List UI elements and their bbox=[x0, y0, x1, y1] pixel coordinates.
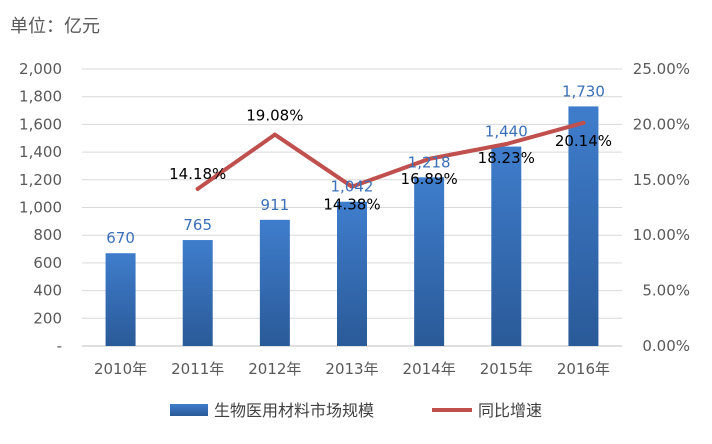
bar bbox=[568, 106, 599, 347]
legend-bar-label: 生物医用材料市场规模 bbox=[214, 401, 374, 420]
line-point bbox=[581, 120, 586, 125]
x-tick-label: 2013年 bbox=[325, 360, 378, 378]
data-labels: 670 765 911 1,042 1,218 1,440 1,730 14.18% 19.08… bbox=[106, 82, 612, 247]
line-point bbox=[350, 184, 354, 189]
line-point bbox=[195, 186, 200, 191]
line-series bbox=[195, 120, 586, 191]
growth-line bbox=[195, 120, 586, 191]
line-value-label: 14.38% bbox=[323, 196, 380, 214]
legend: 生物医用材料市场规模 同比增速 bbox=[170, 401, 542, 420]
bar bbox=[337, 201, 367, 346]
bar bbox=[105, 253, 136, 346]
axes: - 200 400 600 800 1,000 1,200 1,400 1,600 1,800 2,… bbox=[19, 60, 690, 378]
y-left-tick-label: 200 bbox=[33, 309, 62, 327]
line-point bbox=[504, 142, 509, 147]
bar-value-label: 911 bbox=[261, 196, 290, 214]
legend-bar-swatch bbox=[170, 404, 208, 416]
x-tick-label: 2015年 bbox=[480, 360, 533, 378]
y-left-tick-label: 1,600 bbox=[19, 115, 62, 133]
line-value-label: 14.18% bbox=[169, 165, 226, 183]
y-right-tick-label: 25.00% bbox=[633, 60, 690, 78]
x-tick-label: 2014年 bbox=[403, 360, 456, 378]
y-right-tick-label: 15.00% bbox=[633, 171, 690, 189]
y-left-tick-label: 400 bbox=[33, 282, 62, 300]
bar-value-label: 670 bbox=[106, 229, 135, 247]
y-left-tick-label: 1,200 bbox=[19, 171, 62, 189]
unit-label: 单位：亿元 bbox=[10, 16, 100, 37]
bar bbox=[491, 146, 522, 346]
y-left-tick-label: 600 bbox=[33, 254, 62, 272]
x-tick-label: 2010年 bbox=[94, 360, 147, 378]
x-tick-label: 2012年 bbox=[248, 360, 301, 378]
y-left-tick-label: 2,000 bbox=[19, 60, 62, 78]
bar bbox=[259, 219, 290, 346]
x-tick-label: 2011年 bbox=[171, 360, 224, 378]
y-left-tick-label: 1,800 bbox=[19, 88, 62, 106]
line-point bbox=[272, 132, 277, 137]
line-value-label: 16.89% bbox=[401, 170, 458, 188]
y-left-tick-label: 1,000 bbox=[19, 199, 62, 217]
bar-value-label: 1,440 bbox=[485, 123, 528, 141]
bar-value-label: 765 bbox=[183, 216, 212, 234]
bar bbox=[414, 177, 445, 346]
line-value-label: 18.23% bbox=[478, 149, 535, 167]
y-left-tick-label: - bbox=[57, 337, 62, 355]
line-value-label: 19.08% bbox=[246, 107, 303, 125]
y-right-tick-label: 10.00% bbox=[633, 226, 690, 244]
y-right-tick-label: 5.00% bbox=[642, 282, 690, 300]
bar-value-label: 1,218 bbox=[408, 153, 451, 171]
y-left-tick-label: 800 bbox=[33, 226, 62, 244]
y-right-tick-label: 20.00% bbox=[633, 115, 690, 133]
bar-series bbox=[105, 106, 599, 347]
bar-value-label: 1,042 bbox=[331, 178, 374, 196]
bar bbox=[182, 240, 213, 346]
bar-value-label: 1,730 bbox=[562, 82, 605, 100]
x-tick-label: 2016年 bbox=[557, 360, 610, 378]
legend-line-label: 同比增速 bbox=[478, 401, 542, 420]
line-value-label: 20.14% bbox=[555, 132, 612, 150]
y-right-tick-label: 0.00% bbox=[642, 337, 690, 355]
line-point bbox=[427, 156, 432, 161]
y-left-tick-label: 1,400 bbox=[19, 143, 62, 161]
